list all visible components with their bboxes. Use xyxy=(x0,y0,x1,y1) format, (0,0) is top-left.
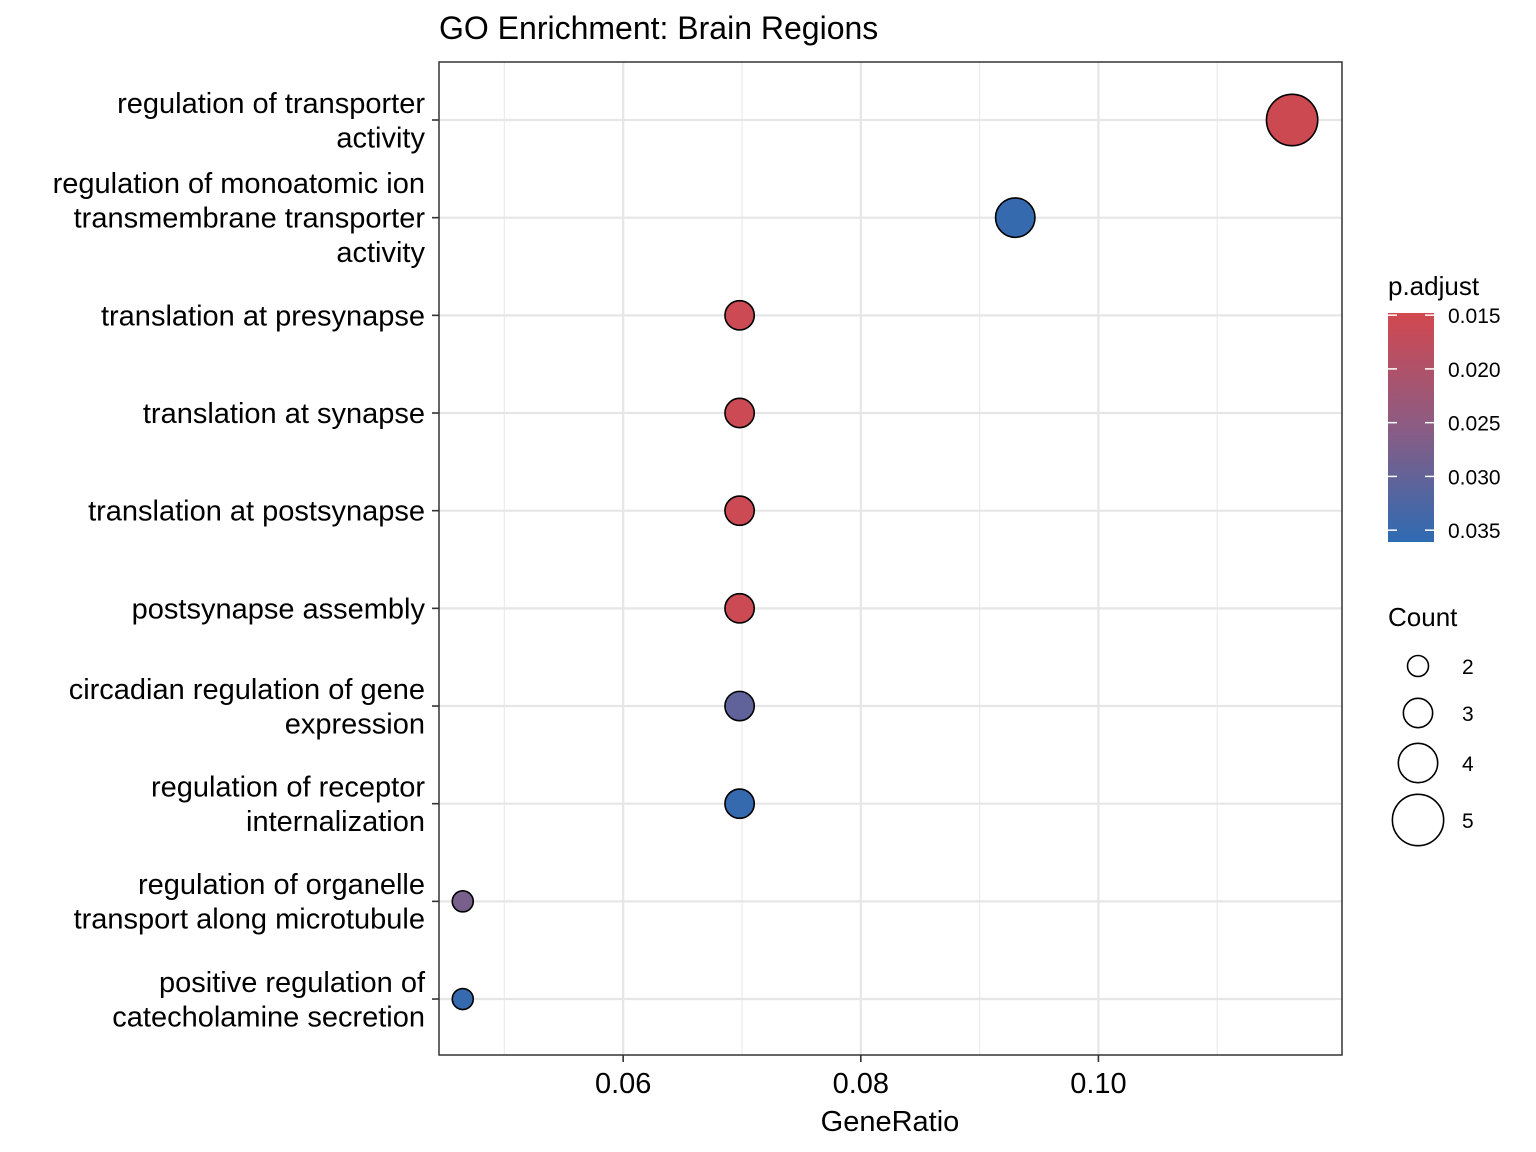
data-point xyxy=(451,890,475,913)
y-tick-label: positive regulation of xyxy=(159,967,426,999)
data-point xyxy=(724,788,756,820)
y-tick-label: translation at synapse xyxy=(143,398,425,430)
y-tick-label: regulation of monoatomic ion xyxy=(53,168,425,200)
chart-title: GO Enrichment: Brain Regions xyxy=(439,10,878,46)
data-point xyxy=(724,299,756,331)
y-tick-label: catecholamine secretion xyxy=(112,1001,425,1033)
size-legend-label: 3 xyxy=(1462,703,1474,726)
colorbar-tick-label: 0.025 xyxy=(1448,413,1501,436)
colorbar-tick-label: 0.015 xyxy=(1448,305,1501,328)
data-point xyxy=(994,197,1036,239)
size-legend-label: 4 xyxy=(1462,753,1474,776)
size-legend-title: Count xyxy=(1388,602,1458,632)
y-tick-label: translation at presynapse xyxy=(101,300,425,332)
size-legend: 2 3 4 5 xyxy=(1391,654,1474,847)
size-legend-label: 2 xyxy=(1462,656,1474,679)
data-point xyxy=(451,987,475,1011)
y-tick-label: activity xyxy=(336,122,425,154)
data-points xyxy=(451,93,1319,1011)
colorbar-tick-label: 0.030 xyxy=(1448,466,1501,489)
color-legend-ticks: 0.015 0.020 0.025 0.030 0.035 xyxy=(1388,305,1501,543)
y-tick-label: expression xyxy=(285,708,425,740)
data-point xyxy=(724,690,756,722)
x-axis: 0.06 0.08 0.10 xyxy=(595,1055,1127,1100)
y-tick-label: translation at postsynapse xyxy=(88,496,425,528)
colorbar-tick-label: 0.035 xyxy=(1448,520,1501,543)
y-tick-label: internalization xyxy=(246,806,425,838)
y-axis: regulation of transporteractivityregulat… xyxy=(53,88,439,1033)
size-legend-circle xyxy=(1406,654,1430,678)
x-tick-label: 0.08 xyxy=(833,1068,889,1100)
y-tick-label: transmembrane transporter xyxy=(74,203,426,235)
x-axis-title: GeneRatio xyxy=(821,1106,960,1138)
data-point xyxy=(1265,93,1319,147)
y-tick-label: circadian regulation of gene xyxy=(69,674,425,706)
color-legend-title: p.adjust xyxy=(1388,271,1480,301)
size-legend-circle xyxy=(1397,742,1439,784)
grid-minor xyxy=(503,62,1218,1055)
y-tick-label: regulation of transporter xyxy=(117,88,425,120)
size-legend-label: 5 xyxy=(1462,810,1474,833)
y-tick-label: transport along microtubule xyxy=(74,904,425,936)
size-legend-circle xyxy=(1402,697,1434,729)
x-tick-label: 0.06 xyxy=(595,1068,651,1100)
size-legend-circle xyxy=(1391,793,1445,847)
color-legend-colorbar xyxy=(1388,313,1434,542)
y-tick-label: activity xyxy=(336,237,425,269)
data-point xyxy=(724,592,756,624)
data-point xyxy=(724,495,756,527)
grid-major xyxy=(439,62,1342,1055)
y-tick-label: regulation of receptor xyxy=(151,771,425,803)
data-point xyxy=(724,397,756,429)
colorbar-tick-label: 0.020 xyxy=(1448,359,1501,382)
panel-border xyxy=(438,61,1343,1056)
y-tick-label: regulation of organelle xyxy=(138,869,425,901)
x-tick-label: 0.10 xyxy=(1070,1068,1126,1100)
y-tick-label: postsynapse assembly xyxy=(132,593,426,625)
